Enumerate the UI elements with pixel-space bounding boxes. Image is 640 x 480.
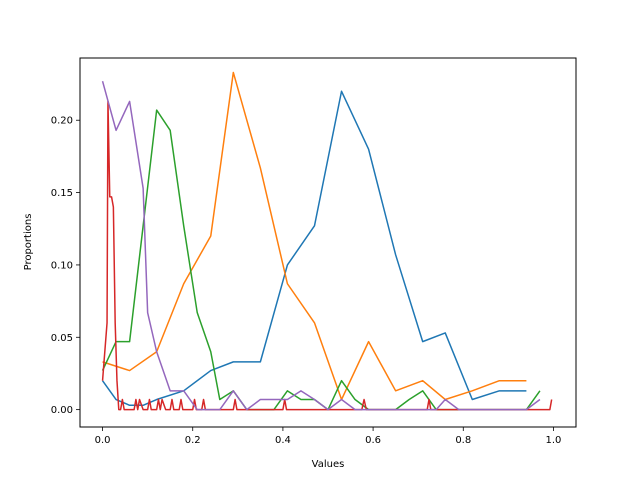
series-line-5 — [101, 80, 541, 411]
x-axis-ticks: 0.0 0.2 0.4 0.6 0.8 1.0 — [95, 427, 562, 446]
x-tick-label: 0.6 — [365, 435, 381, 446]
x-tick-label: 0.4 — [275, 435, 291, 446]
y-axis-label: Proportions — [23, 214, 34, 271]
x-tick-label: 1.0 — [546, 435, 562, 446]
x-axis-label: Values — [312, 459, 345, 470]
y-axis-ticks: 0.00 0.05 0.10 0.15 0.20 — [51, 116, 80, 416]
plot-frame — [79, 57, 577, 428]
y-tick-label: 0.20 — [51, 116, 73, 127]
x-tick-label: 0.2 — [185, 435, 201, 446]
y-tick-label: 0.10 — [51, 260, 73, 271]
x-tick-label: 0.0 — [95, 435, 111, 446]
series-line-2 — [102, 71, 527, 401]
series-line-3 — [101, 109, 541, 411]
x-tick-label: 0.8 — [455, 435, 471, 446]
y-tick-label: 0.15 — [51, 188, 73, 199]
series-line-1 — [101, 90, 527, 407]
series-lines — [101, 71, 553, 411]
series-line-4 — [101, 100, 553, 411]
y-tick-label: 0.00 — [51, 405, 73, 416]
y-tick-label: 0.05 — [51, 333, 73, 344]
